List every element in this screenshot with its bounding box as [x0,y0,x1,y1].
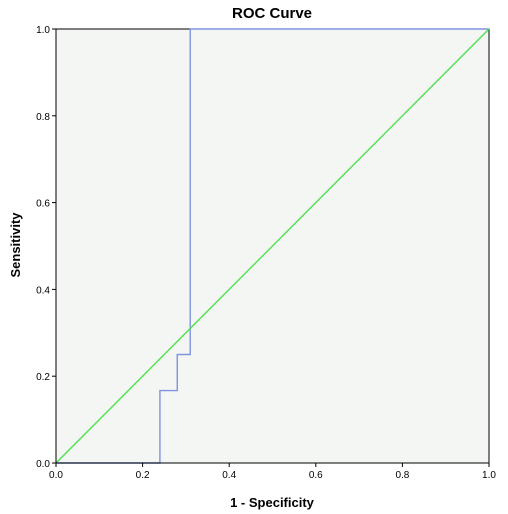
x-tick-label: 0.2 [136,470,150,481]
y-tick-label: 1.0 [36,25,50,36]
axes-group [55,29,489,464]
y-tick-label: 0.2 [36,372,50,383]
roc-curve-line [56,28,489,464]
x-axis-label: 1 - Specificity [230,495,315,510]
y-axis-label: Sensitivity [8,212,23,278]
y-tick-label: 0.6 [36,199,50,210]
x-tick-label: 0.8 [395,470,409,481]
reference-diagonal-line [55,28,490,464]
ticks-group: 0.0 0.2 0.4 0.6 0.8 1.0 0.0 0.2 0.4 0.6 0.8 1.0 [36,25,496,481]
x-tick-label: 1.0 [482,470,496,481]
x-tick-label: 0.0 [49,470,63,481]
y-tick-label: 0.8 [36,112,50,123]
chart-title: ROC Curve [232,5,312,22]
y-tick-label: 0.4 [36,285,50,296]
x-tick-label: 0.6 [309,470,323,481]
x-tick-label: 0.4 [222,470,236,481]
y-tick-label: 0.0 [36,459,50,470]
curves-group [55,28,490,464]
